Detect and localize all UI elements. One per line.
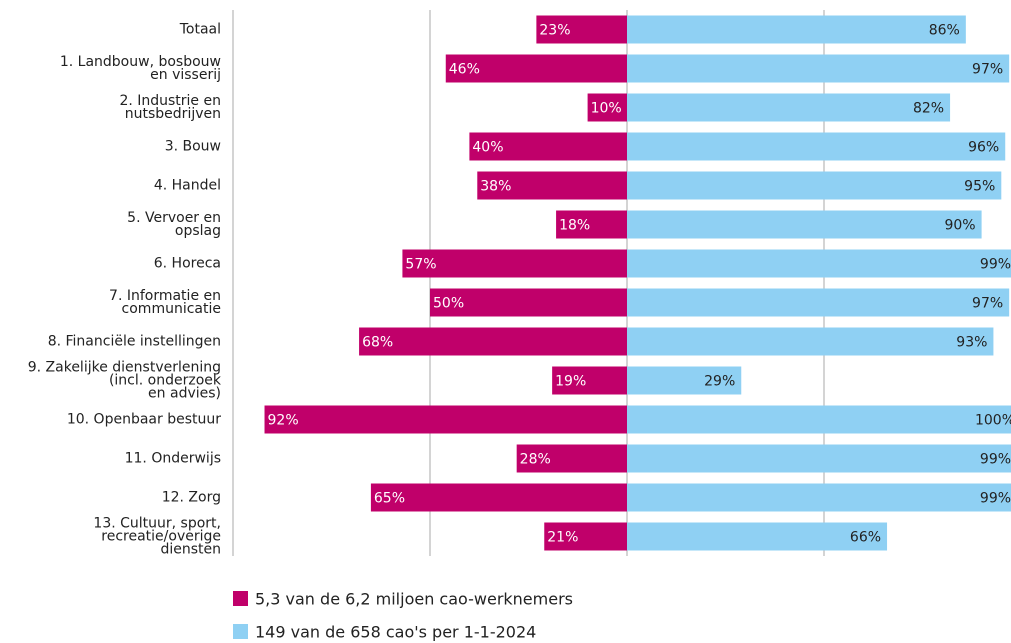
value-label: 40%	[472, 140, 503, 156]
value-label: 10%	[591, 101, 622, 117]
bar	[627, 54, 1010, 83]
legend-swatch	[233, 591, 248, 606]
value-label: 21%	[547, 530, 578, 546]
legend-swatch	[233, 624, 248, 639]
bar	[627, 249, 1011, 278]
category-label: 3. Bouw	[164, 138, 221, 154]
category-label: 6. Horeca	[153, 255, 221, 271]
bar	[469, 132, 627, 161]
bar	[445, 54, 627, 83]
bar	[359, 327, 627, 356]
bar	[544, 522, 627, 551]
category-label: 1. Landbouw, bosbouw en visserij	[59, 53, 221, 83]
bar	[516, 444, 627, 473]
category-label: 10. Openbaar bestuur	[66, 411, 221, 427]
category-label: 13. Cultuur, sport, recreatie/overige di…	[93, 515, 221, 557]
category-label: Totaal	[179, 21, 221, 37]
value-label: 66%	[850, 530, 881, 546]
bar	[627, 132, 1006, 161]
value-label: 96%	[968, 140, 999, 156]
bar	[627, 366, 742, 395]
value-label: 57%	[405, 257, 436, 273]
bar	[402, 249, 627, 278]
category-label: 12. Zorg	[161, 489, 221, 505]
bar	[370, 483, 627, 512]
category-label: 9. Zakelijke dienstverlening (incl. onde…	[27, 359, 221, 401]
value-label: 100%	[975, 413, 1011, 429]
category-label: 5. Vervoer en opslag	[127, 209, 221, 239]
category-label: 8. Financiële instellingen	[47, 333, 221, 349]
bar	[430, 288, 627, 317]
value-label: 90%	[944, 218, 975, 234]
bar	[627, 405, 1011, 434]
bar	[552, 366, 627, 395]
bar	[587, 93, 627, 122]
value-label: 95%	[964, 179, 995, 195]
bar	[627, 93, 951, 122]
bar	[627, 522, 888, 551]
category-label: 4. Handel	[153, 177, 221, 193]
legend-label: 149 van de 658 cao's per 1-1-2024	[255, 622, 537, 642]
legend-label: 5,3 van de 6,2 miljoen cao-werknemers	[255, 589, 573, 609]
value-label: 99%	[980, 257, 1011, 273]
category-label: 11. Onderwijs	[124, 450, 221, 466]
value-label: 29%	[704, 374, 735, 390]
value-label: 18%	[559, 218, 590, 234]
value-label: 82%	[913, 101, 944, 117]
value-label: 46%	[449, 62, 480, 78]
category-label: 7. Informatie en communicatie	[109, 287, 221, 317]
bar	[627, 444, 1011, 473]
value-label: 99%	[980, 452, 1011, 468]
value-label: 38%	[480, 179, 511, 195]
value-label: 99%	[980, 491, 1011, 507]
bar	[627, 483, 1011, 512]
value-label: 65%	[374, 491, 405, 507]
value-label: 86%	[929, 23, 960, 39]
bar	[627, 288, 1010, 317]
category-label: 2. Industrie en nutsbedrijven	[119, 92, 221, 122]
value-label: 92%	[268, 413, 299, 429]
value-label: 97%	[972, 62, 1003, 78]
value-label: 23%	[539, 23, 570, 39]
bar	[556, 210, 627, 239]
bar	[627, 210, 982, 239]
bar	[627, 327, 994, 356]
value-label: 93%	[956, 335, 987, 351]
bar	[627, 171, 1002, 200]
bar	[627, 15, 966, 44]
value-label: 28%	[520, 452, 551, 468]
value-label: 97%	[972, 296, 1003, 312]
value-label: 19%	[555, 374, 586, 390]
bar	[264, 405, 627, 434]
value-label: 50%	[433, 296, 464, 312]
bar	[477, 171, 627, 200]
bar	[536, 15, 627, 44]
value-label: 68%	[362, 335, 393, 351]
